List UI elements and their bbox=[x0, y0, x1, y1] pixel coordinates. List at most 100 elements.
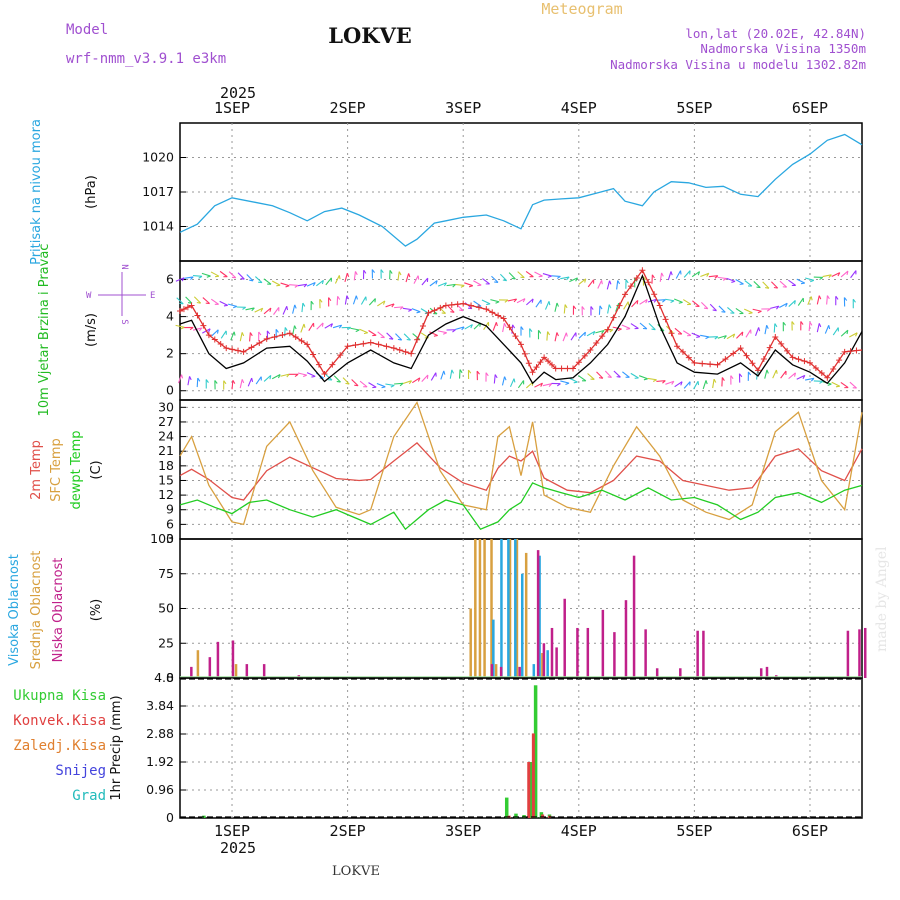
wind-vector bbox=[625, 279, 629, 289]
wind-gust-marker bbox=[610, 314, 617, 321]
cloud-low-bar bbox=[601, 609, 605, 678]
wind-gust-marker bbox=[500, 315, 507, 322]
wind-vector bbox=[509, 378, 516, 388]
x-tick-top-5SEP: 5SEP bbox=[676, 99, 712, 117]
wind-gust-marker bbox=[304, 341, 311, 348]
cloud-high-bar bbox=[492, 619, 495, 678]
wind-vector bbox=[459, 369, 463, 379]
wind-vector bbox=[587, 279, 595, 288]
wind-gust-marker bbox=[329, 361, 336, 368]
wind-gust-marker bbox=[454, 301, 461, 308]
cloud-mid-bar bbox=[478, 539, 482, 678]
wind-vector bbox=[223, 380, 227, 390]
wind-vector bbox=[325, 277, 332, 286]
model-name: wrf-nmm_v3.9.1 e3km bbox=[66, 51, 226, 67]
wind-vector bbox=[736, 331, 744, 339]
wind-vector bbox=[788, 300, 796, 307]
wind-vector bbox=[816, 295, 822, 305]
wind-vector bbox=[187, 376, 192, 386]
wind-vector bbox=[324, 323, 334, 329]
wind-gust-marker bbox=[223, 345, 230, 352]
wind-gust-marker bbox=[599, 333, 606, 340]
wind-vector bbox=[534, 271, 543, 278]
x-axis-bottom: 1SEP 2SEP 3SEP 4SEP 5SEP 6SEP bbox=[214, 822, 828, 840]
wind-vector bbox=[648, 322, 656, 331]
wind-vector bbox=[529, 328, 533, 338]
cloud-low-bar bbox=[624, 600, 628, 678]
wind-vector bbox=[220, 330, 227, 339]
wind-vector bbox=[440, 370, 446, 380]
wind-gust-marker bbox=[575, 359, 582, 366]
wind-gust-marker bbox=[521, 350, 528, 357]
wind-vector bbox=[831, 381, 841, 388]
wind-gust-marker bbox=[315, 361, 322, 368]
wind-vector bbox=[554, 332, 559, 342]
wind-vector bbox=[712, 378, 717, 389]
wind-vector bbox=[254, 276, 263, 284]
wind-vector bbox=[805, 277, 815, 283]
x-tick-top-4SEP: 4SEP bbox=[561, 99, 597, 117]
wind-gust-marker bbox=[552, 365, 559, 372]
wind-vector bbox=[744, 280, 753, 287]
wind-vector bbox=[816, 323, 822, 333]
cloud-low-bar bbox=[759, 668, 763, 678]
wind-ytick-label-6: 6 bbox=[166, 272, 174, 287]
cloud-ytick-label-0: 0 bbox=[166, 670, 174, 685]
wind-vector bbox=[691, 332, 701, 338]
wind-vector bbox=[306, 372, 316, 378]
precip-ytick-label-2.88: 2.88 bbox=[146, 726, 174, 741]
cloud-low-bar bbox=[550, 627, 554, 678]
wind-gust-marker bbox=[812, 364, 819, 371]
wind-vector bbox=[738, 373, 743, 383]
wind-vector bbox=[639, 299, 648, 305]
wind-vector bbox=[718, 305, 726, 313]
wind-vector bbox=[835, 295, 839, 306]
wind-vector bbox=[683, 299, 692, 306]
temp-line-2m-temp bbox=[179, 442, 863, 501]
cloud-low-bar bbox=[702, 630, 705, 678]
wind-vector bbox=[797, 297, 804, 306]
cloud-mid-bar bbox=[494, 664, 498, 678]
wind-vector bbox=[826, 295, 830, 305]
wind-vector bbox=[700, 334, 710, 340]
wind-vector bbox=[429, 280, 438, 287]
sfc-ylabel: SFC Temp bbox=[49, 438, 64, 502]
temp-ytick-label-12: 12 bbox=[158, 487, 174, 502]
coords-text: lon,lat (20.02E, 42.84N) bbox=[685, 26, 866, 41]
wind-vector bbox=[501, 376, 507, 386]
wind-vector bbox=[596, 371, 604, 379]
wind-vector bbox=[289, 284, 299, 288]
wind-vector bbox=[762, 281, 770, 289]
cloud-low-bar bbox=[858, 629, 861, 678]
wind-vector bbox=[674, 381, 683, 388]
wind-vector bbox=[639, 322, 648, 330]
wind-vector bbox=[726, 277, 736, 283]
wind-vector bbox=[597, 280, 603, 289]
wind-gust-marker bbox=[425, 309, 432, 316]
wind-vector bbox=[702, 380, 708, 390]
wind-gust-marker bbox=[722, 356, 729, 363]
cloud-mid-bar bbox=[508, 539, 512, 678]
wind-vector bbox=[376, 383, 386, 389]
wind-vector bbox=[852, 298, 856, 309]
wind-vector bbox=[744, 308, 753, 315]
wind-vector bbox=[824, 325, 831, 334]
precip-frame bbox=[179, 677, 863, 819]
cloud-mid-bar bbox=[515, 539, 519, 678]
temp-ylabel-unit: (C) bbox=[89, 460, 104, 479]
wind-vector bbox=[517, 380, 525, 389]
cloud-low-bar bbox=[632, 555, 636, 678]
wind-vector bbox=[850, 270, 857, 279]
model-elevation-text: Nadmorska Visina u modelu 1302.82m bbox=[610, 57, 866, 72]
wind-vector bbox=[708, 275, 719, 279]
wind-vector bbox=[263, 278, 272, 285]
wind-ytick-label-0: 0 bbox=[166, 383, 174, 398]
wind-vector bbox=[332, 324, 343, 329]
wind-vector bbox=[730, 375, 734, 385]
wind-vector bbox=[813, 380, 824, 384]
wind-y-ticks: 0 2 4 6 bbox=[166, 272, 186, 398]
wind-vector bbox=[249, 332, 253, 342]
wind-gust-marker bbox=[784, 347, 791, 354]
wind-vector bbox=[352, 295, 358, 305]
wind-vector bbox=[753, 281, 761, 289]
